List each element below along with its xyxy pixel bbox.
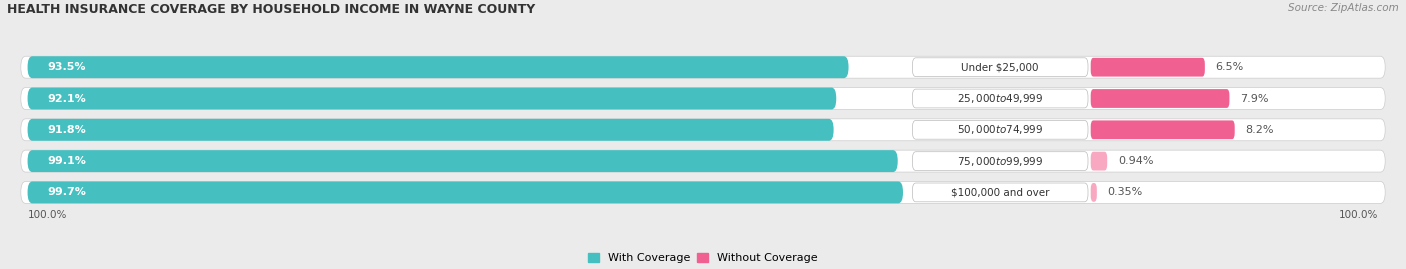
FancyBboxPatch shape [28, 87, 837, 109]
FancyBboxPatch shape [21, 150, 1385, 172]
FancyBboxPatch shape [21, 119, 1385, 141]
FancyBboxPatch shape [1091, 89, 1229, 108]
FancyBboxPatch shape [28, 182, 903, 203]
Text: 8.2%: 8.2% [1246, 125, 1274, 135]
Text: 91.8%: 91.8% [48, 125, 87, 135]
Text: $75,000 to $99,999: $75,000 to $99,999 [957, 155, 1043, 168]
FancyBboxPatch shape [21, 182, 1385, 203]
FancyBboxPatch shape [912, 89, 1088, 108]
Text: 6.5%: 6.5% [1216, 62, 1244, 72]
FancyBboxPatch shape [21, 87, 1385, 109]
FancyBboxPatch shape [1091, 152, 1107, 171]
Text: 0.35%: 0.35% [1108, 187, 1143, 197]
FancyBboxPatch shape [1091, 58, 1205, 77]
Legend: With Coverage, Without Coverage: With Coverage, Without Coverage [588, 253, 818, 263]
Text: 100.0%: 100.0% [28, 210, 67, 220]
Text: $25,000 to $49,999: $25,000 to $49,999 [957, 92, 1043, 105]
FancyBboxPatch shape [912, 58, 1088, 77]
FancyBboxPatch shape [912, 183, 1088, 202]
FancyBboxPatch shape [28, 150, 897, 172]
Text: $100,000 and over: $100,000 and over [950, 187, 1049, 197]
FancyBboxPatch shape [1091, 121, 1234, 139]
Text: 99.7%: 99.7% [48, 187, 87, 197]
FancyBboxPatch shape [21, 56, 1385, 78]
Text: 92.1%: 92.1% [48, 94, 87, 104]
Text: HEALTH INSURANCE COVERAGE BY HOUSEHOLD INCOME IN WAYNE COUNTY: HEALTH INSURANCE COVERAGE BY HOUSEHOLD I… [7, 3, 536, 16]
FancyBboxPatch shape [912, 152, 1088, 171]
FancyBboxPatch shape [912, 121, 1088, 139]
FancyBboxPatch shape [1091, 183, 1097, 202]
FancyBboxPatch shape [28, 56, 849, 78]
Text: Under $25,000: Under $25,000 [962, 62, 1039, 72]
Text: $50,000 to $74,999: $50,000 to $74,999 [957, 123, 1043, 136]
FancyBboxPatch shape [28, 119, 834, 141]
Text: 7.9%: 7.9% [1240, 94, 1268, 104]
Text: 93.5%: 93.5% [48, 62, 86, 72]
Text: 100.0%: 100.0% [1339, 210, 1378, 220]
Text: Source: ZipAtlas.com: Source: ZipAtlas.com [1288, 3, 1399, 13]
Text: 99.1%: 99.1% [48, 156, 87, 166]
Text: 0.94%: 0.94% [1118, 156, 1153, 166]
